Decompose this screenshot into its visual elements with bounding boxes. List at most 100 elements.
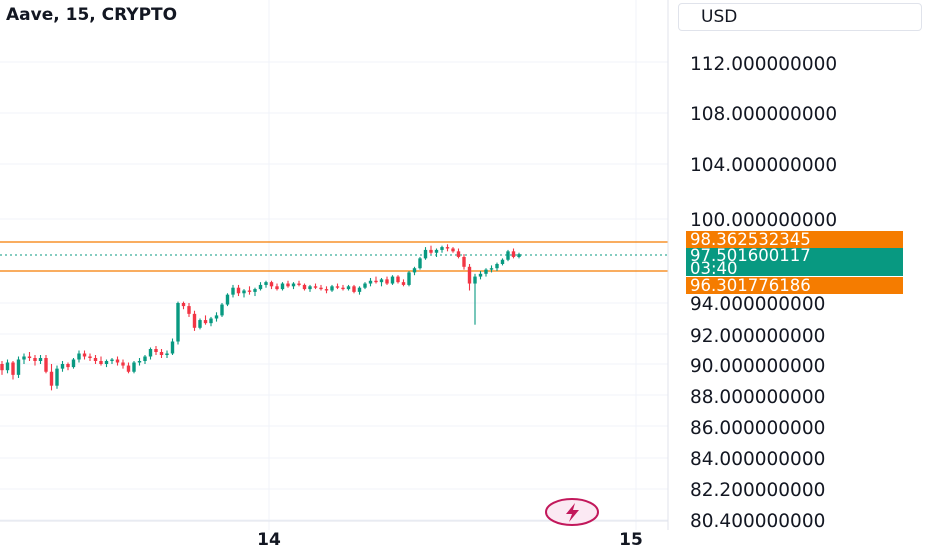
candle-body: [500, 259, 505, 264]
candle: [203, 315, 208, 325]
candle: [38, 355, 43, 364]
candle: [33, 355, 37, 366]
candle-body: [379, 279, 384, 283]
candle-body: [275, 286, 279, 290]
candle: [407, 271, 411, 287]
candle: [467, 263, 472, 291]
candle-body: [418, 258, 422, 269]
candle-body: [27, 356, 32, 358]
candle: [126, 362, 131, 374]
candle: [368, 277, 373, 287]
candle: [500, 258, 505, 266]
candle-body: [55, 368, 59, 386]
candle-body: [11, 362, 15, 375]
candle: [280, 282, 285, 291]
currency-selector[interactable]: USD: [678, 3, 922, 31]
bar-countdown-label: 03:40: [690, 259, 738, 278]
high-price-tag: 98.362532345: [686, 230, 903, 249]
candle: [319, 284, 323, 291]
candle: [115, 356, 120, 366]
candle: [511, 248, 516, 259]
low-price-tag-label: 96.301776186: [690, 276, 811, 295]
candle-body: [170, 341, 175, 354]
candle: [159, 349, 164, 358]
candle-body: [423, 249, 428, 259]
candle-body: [143, 356, 147, 361]
candle-body: [192, 313, 197, 328]
candle-body: [198, 320, 202, 328]
candle: [16, 356, 21, 378]
candle: [88, 353, 92, 361]
candle: [198, 318, 202, 330]
candle-body: [517, 254, 521, 257]
time-axis-label-15: 15: [619, 530, 643, 550]
candle-body: [291, 283, 296, 287]
candle: [55, 365, 59, 389]
candle: [0, 361, 4, 375]
candle-body: [159, 352, 164, 355]
candle: [462, 254, 466, 270]
candle: [187, 303, 191, 317]
candle: [489, 265, 494, 273]
candle-body: [82, 353, 87, 357]
candle-body: [280, 283, 285, 290]
price-tick-label: 92.000000000: [690, 326, 825, 347]
candle: [176, 301, 180, 345]
time-axis-label-14: 14: [257, 530, 281, 550]
candle-body: [319, 287, 323, 290]
candle-body: [390, 276, 395, 284]
price-tick-label: 90.000000000: [690, 356, 825, 377]
candle-body: [506, 251, 510, 260]
candle: [99, 356, 103, 366]
candle-body: [203, 320, 208, 324]
candle: [231, 284, 235, 298]
lightning-bolt-icon[interactable]: [545, 498, 599, 526]
candle: [93, 355, 98, 364]
candle-body: [478, 273, 483, 277]
candle: [385, 276, 389, 285]
candle-body: [434, 249, 439, 253]
candle-body: [121, 362, 125, 366]
candle-body: [16, 359, 21, 375]
price-tick-label: 82.200000000: [690, 480, 825, 501]
candle-body: [126, 365, 131, 372]
low-price-tag: 96.301776186: [686, 276, 903, 295]
candle-body: [401, 282, 406, 285]
candle: [165, 350, 169, 358]
candle-body: [104, 361, 109, 364]
price-tick-label: 94.000000000: [690, 294, 825, 315]
candle: [104, 359, 109, 368]
price-tick-label: 108.000000000: [690, 104, 837, 125]
candle: [66, 362, 70, 371]
candle: [77, 350, 81, 363]
price-tick-label: 104.000000000: [690, 155, 837, 176]
candle-body: [60, 364, 65, 369]
candle: [220, 303, 224, 317]
candle: [324, 286, 329, 294]
candle: [363, 282, 367, 290]
candle: [302, 283, 307, 291]
candle: [478, 271, 483, 280]
candle-body: [511, 251, 516, 257]
symbol-title[interactable]: Aave, 15, CRYPTO: [6, 5, 177, 25]
candle: [269, 280, 274, 290]
candle: [11, 361, 15, 380]
candle: [253, 287, 257, 297]
candle-body: [49, 371, 54, 386]
candle-body: [242, 290, 246, 294]
candle-body: [99, 361, 103, 364]
candle: [258, 282, 263, 291]
candle-body: [110, 359, 114, 361]
candle: [495, 262, 499, 272]
candle: [132, 361, 136, 374]
candle-body: [66, 364, 70, 368]
candle-body: [264, 282, 268, 285]
price-axis[interactable]: 112.000000000 108.000000000 104.00000000…: [690, 54, 837, 532]
candle: [110, 358, 114, 364]
candle: [330, 284, 334, 292]
candle-body: [258, 284, 263, 290]
high-price-tag-label: 98.362532345: [690, 230, 811, 249]
candle: [225, 293, 230, 307]
price-tick-label: 80.400000000: [690, 511, 825, 532]
